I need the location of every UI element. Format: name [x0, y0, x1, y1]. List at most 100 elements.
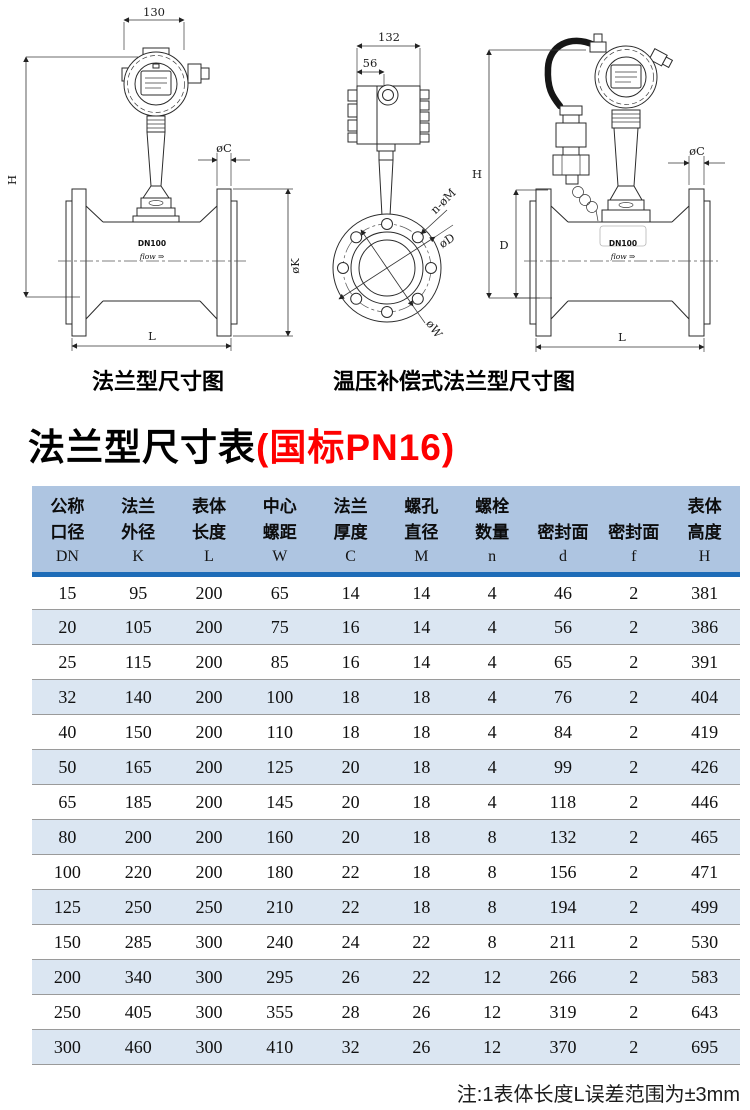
- table-cell: 2: [629, 616, 639, 637]
- table-cell: 2: [629, 791, 639, 812]
- dim-label-L: L: [148, 329, 156, 343]
- table-cell: 180: [266, 861, 294, 882]
- table-title-standard: (国标PN16): [256, 427, 456, 468]
- table-cell: 285: [124, 931, 152, 952]
- table-cell: 300: [53, 1036, 81, 1057]
- table-cell: 18: [412, 896, 431, 917]
- meter-neck: [132, 115, 180, 223]
- dim-label-56: 56: [363, 56, 378, 70]
- table-cell: 2: [629, 651, 639, 672]
- table-cell: 32: [58, 686, 77, 707]
- transmitter-head: [121, 47, 210, 117]
- table-cell: 250: [53, 1001, 81, 1022]
- table-cell: 85: [270, 651, 289, 672]
- column-header-K: 法兰 外径 K: [102, 486, 174, 577]
- meter-neck-right: [601, 109, 651, 223]
- table-cell: 2: [629, 756, 639, 777]
- table-row: 200 340 300 295 26 22 12 266 2 583: [32, 959, 740, 995]
- table-row: 80 200 200 160 20 18 8 132 2 465: [32, 819, 740, 855]
- column-header-d: 密封面 d: [527, 486, 599, 577]
- table-cell: 50: [58, 756, 77, 777]
- table-cell: 40: [58, 721, 77, 742]
- dim-label-130: 130: [143, 5, 165, 19]
- table-cell: 499: [691, 896, 719, 917]
- table-cell: 319: [549, 1001, 577, 1022]
- table-cell: 20: [341, 791, 360, 812]
- table-cell: 240: [266, 931, 294, 952]
- dimension-table: 公称 口径 DN 法兰 外径 K 表体 长度 L 中心 螺距 W 法兰 厚度 C 螺孔 直径 M 螺栓 数量 n 密封面 d…: [32, 486, 740, 1065]
- table-cell: 426: [691, 756, 719, 777]
- table-cell: 18: [412, 861, 431, 882]
- table-cell: 18: [341, 721, 360, 742]
- table-cell: 22: [412, 966, 431, 987]
- table-note: 注:1表体长度L误差范围为±3mm: [456, 1084, 740, 1106]
- table-cell: 26: [412, 1036, 431, 1057]
- table-cell: 200: [195, 861, 223, 882]
- table-cell: 2: [629, 861, 639, 882]
- flow-direction-label-right: flow ⇒: [610, 252, 636, 261]
- table-cell: 4: [487, 791, 497, 812]
- flow-direction-label: flow ⇒: [139, 252, 165, 261]
- pressure-tap-assembly: [544, 33, 607, 222]
- table-cell: 2: [629, 686, 639, 707]
- table-cell: 8: [487, 861, 497, 882]
- table-cell: 200: [195, 721, 223, 742]
- table-cell: 80: [58, 826, 77, 847]
- table-header-row: 公称 口径 DN 法兰 外径 K 表体 长度 L 中心 螺距 W 法兰 厚度 C 螺孔 直径 M 螺栓 数量 n 密封面 d…: [32, 486, 740, 577]
- table-cell: 20: [58, 616, 77, 637]
- dim-label-132: 132: [378, 30, 400, 44]
- table-row: 40 150 200 110 18 18 4 84 2 419: [32, 715, 740, 750]
- table-row: 50 165 200 125 20 18 4 99 2 426: [32, 749, 740, 785]
- table-cell: 99: [553, 756, 572, 777]
- table-cell: 12: [483, 1001, 502, 1022]
- table-cell: 471: [691, 861, 719, 882]
- table-row: 15 95 200 65 14 14 4 46 2 381: [32, 575, 740, 610]
- table-cell: 156: [549, 861, 577, 882]
- column-header-H: 表体 高度 H: [669, 486, 740, 577]
- table-cell: 100: [53, 861, 81, 882]
- table-cell: 200: [195, 756, 223, 777]
- table-cell: 8: [487, 931, 497, 952]
- table-cell: 695: [691, 1036, 719, 1057]
- caption-tp-compensated: 温压补偿式法兰型尺寸图: [332, 369, 575, 394]
- table-cell: 2: [629, 1001, 639, 1022]
- column-header-W: 中心 螺距 W: [244, 486, 316, 577]
- dim-label-H: H: [5, 175, 19, 185]
- dim-label-oW: øW: [423, 317, 445, 341]
- flange-type-drawing: 130: [5, 5, 302, 351]
- table-cell: 18: [412, 791, 431, 812]
- table-cell: 95: [129, 582, 148, 603]
- table-cell: 200: [195, 826, 223, 847]
- table-cell: 22: [341, 861, 360, 882]
- table-cell: 14: [412, 582, 431, 603]
- table-cell: 32: [341, 1036, 360, 1057]
- table-cell: 2: [629, 1036, 639, 1057]
- table-cell: 125: [53, 896, 81, 917]
- table-cell: 15: [58, 582, 77, 603]
- table-cell: 340: [124, 966, 152, 987]
- table-cell: 4: [487, 686, 497, 707]
- table-cell: 160: [266, 826, 294, 847]
- table-cell: 118: [549, 791, 577, 812]
- table-cell: 16: [341, 616, 360, 637]
- pipe-body-right: DN100 flow ⇒: [524, 188, 718, 337]
- transmitter-housing-side: [347, 84, 430, 217]
- pipe-size-label-right: DN100: [609, 239, 637, 248]
- table-cell: 419: [691, 721, 719, 742]
- dim-label-n-oM: n-øM: [428, 185, 459, 216]
- dim-label-L-right: L: [618, 330, 626, 344]
- table-cell: 65: [58, 791, 77, 812]
- table-cell: 643: [691, 1001, 719, 1022]
- table-row: 25 115 200 85 16 14 4 65 2 391: [32, 645, 740, 680]
- table-cell: 405: [124, 1001, 152, 1022]
- table-cell: 22: [412, 931, 431, 952]
- table-cell: 355: [266, 1001, 294, 1022]
- table-cell: 28: [341, 1001, 360, 1022]
- table-header: 公称 口径 DN 法兰 外径 K 表体 长度 L 中心 螺距 W 法兰 厚度 C 螺孔 直径 M 螺栓 数量 n 密封面 d…: [32, 486, 740, 577]
- table-cell: 25: [58, 651, 77, 672]
- dim-label-oK: øK: [288, 258, 302, 274]
- table-cell: 18: [412, 826, 431, 847]
- table-cell: 210: [266, 896, 294, 917]
- table-cell: 300: [195, 931, 223, 952]
